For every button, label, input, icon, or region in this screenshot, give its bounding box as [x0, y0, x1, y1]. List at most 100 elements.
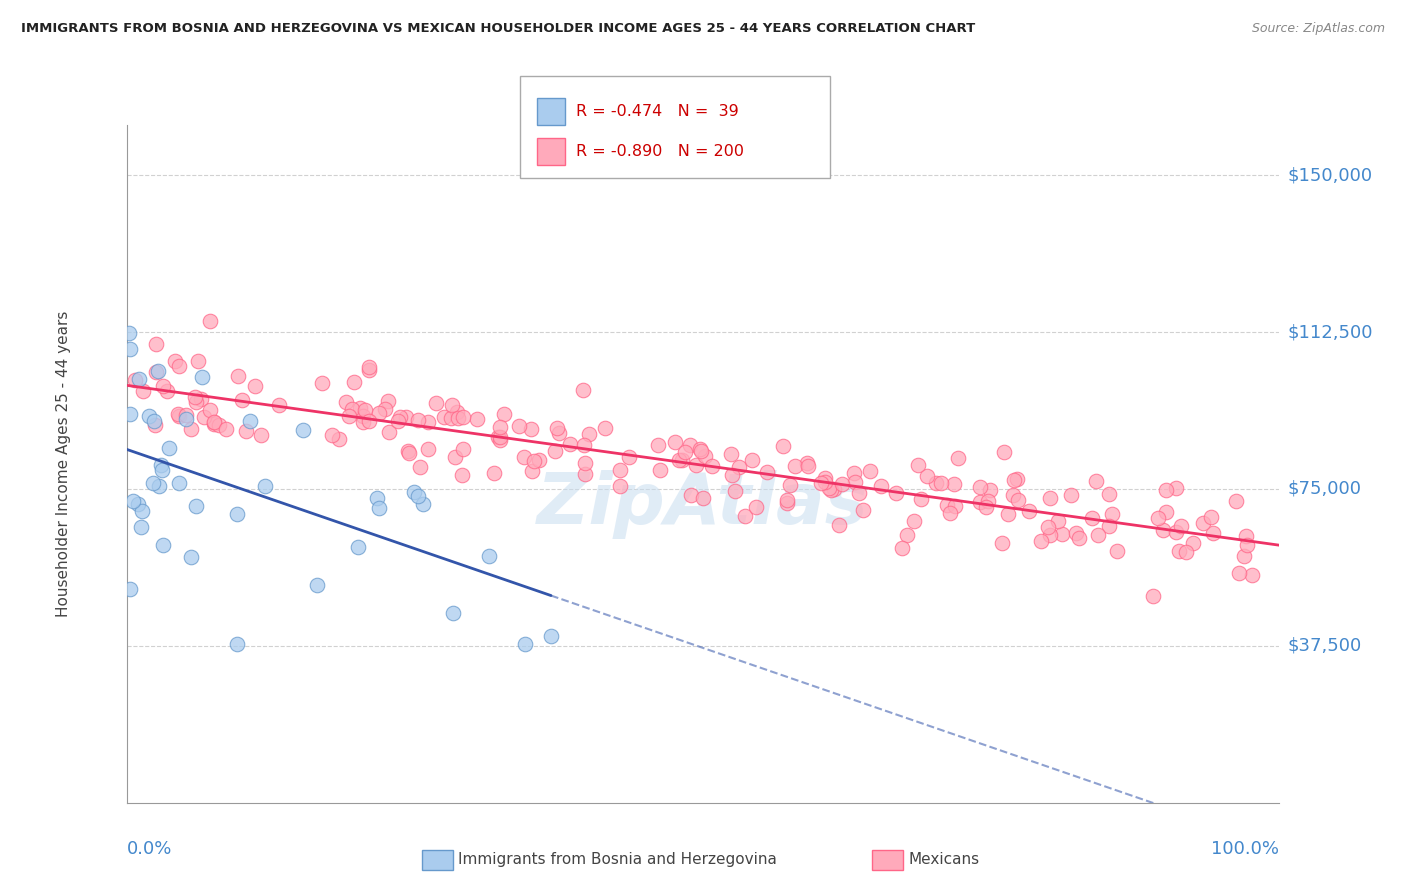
Point — [129, 520, 152, 534]
Point — [148, 479, 170, 493]
Point — [679, 437, 702, 451]
Point — [544, 443, 567, 458]
Point — [357, 362, 380, 376]
Point — [239, 414, 262, 428]
Point — [668, 453, 690, 467]
Point — [167, 475, 190, 490]
Point — [942, 477, 965, 491]
Point — [368, 500, 391, 515]
Point — [1039, 528, 1062, 542]
Point — [412, 497, 434, 511]
Point — [486, 429, 509, 443]
Point — [574, 467, 596, 482]
Point — [523, 454, 546, 468]
Point — [138, 409, 160, 424]
Point — [1039, 491, 1062, 505]
Point — [869, 478, 891, 492]
Point — [245, 379, 267, 393]
Point — [1050, 526, 1073, 541]
Point — [1156, 483, 1178, 497]
Point — [948, 450, 970, 465]
Point — [127, 496, 149, 510]
Point — [193, 410, 215, 425]
Point — [226, 637, 249, 651]
Point — [513, 450, 536, 464]
Point — [447, 410, 470, 425]
Point — [1064, 525, 1087, 540]
Point — [1036, 519, 1059, 533]
Point — [404, 485, 426, 500]
Point — [321, 428, 343, 442]
Text: Mexicans: Mexicans — [908, 853, 980, 867]
Point — [1142, 589, 1164, 603]
Point — [859, 464, 882, 478]
Point — [1002, 488, 1025, 502]
Point — [1182, 536, 1205, 550]
Point — [174, 409, 197, 423]
Point — [910, 491, 932, 506]
Point — [353, 402, 375, 417]
Point — [142, 476, 165, 491]
Point — [990, 535, 1012, 549]
Point — [844, 475, 866, 489]
Point — [180, 422, 202, 436]
Point — [226, 508, 249, 522]
Point — [231, 392, 253, 407]
Point — [451, 442, 474, 456]
Point — [891, 541, 914, 555]
Point — [724, 484, 747, 499]
Point — [1152, 524, 1174, 538]
Point — [150, 462, 173, 476]
Point — [145, 337, 167, 351]
Point — [378, 425, 401, 440]
Point — [574, 456, 596, 470]
Point — [546, 421, 568, 435]
Point — [797, 458, 820, 473]
Point — [744, 500, 766, 515]
Point — [1018, 503, 1040, 517]
Point — [681, 488, 703, 502]
Point — [409, 459, 432, 474]
Point — [377, 394, 399, 409]
Text: $112,500: $112,500 — [1288, 323, 1374, 341]
Point — [689, 443, 711, 458]
Point — [540, 629, 562, 643]
Point — [852, 503, 875, 517]
Point — [650, 462, 672, 476]
Point — [814, 475, 837, 490]
Point — [685, 458, 707, 473]
Point — [184, 390, 207, 404]
Point — [974, 500, 997, 515]
Point — [198, 403, 221, 417]
Point — [167, 407, 190, 421]
Point — [489, 433, 512, 447]
Point — [387, 414, 409, 428]
Point — [118, 342, 141, 356]
Point — [609, 479, 631, 493]
Point — [352, 409, 374, 424]
Point — [700, 459, 723, 474]
Point — [969, 494, 991, 508]
Point — [346, 540, 368, 554]
Point — [453, 410, 475, 425]
Point — [720, 447, 742, 461]
Point — [1170, 518, 1192, 533]
Point — [156, 384, 179, 398]
Point — [848, 486, 870, 500]
Point — [416, 416, 439, 430]
Point — [465, 412, 488, 426]
Text: R = -0.890   N = 200: R = -0.890 N = 200 — [576, 145, 744, 159]
Point — [425, 396, 447, 410]
Point — [776, 493, 799, 508]
Point — [1146, 511, 1168, 525]
Point — [1240, 568, 1263, 582]
Point — [595, 421, 617, 435]
Point — [235, 424, 257, 438]
Point — [508, 418, 530, 433]
Point — [572, 383, 595, 397]
Point — [1225, 493, 1247, 508]
Point — [578, 426, 600, 441]
Point — [979, 483, 1001, 497]
Point — [340, 401, 363, 416]
Point — [1164, 525, 1187, 540]
